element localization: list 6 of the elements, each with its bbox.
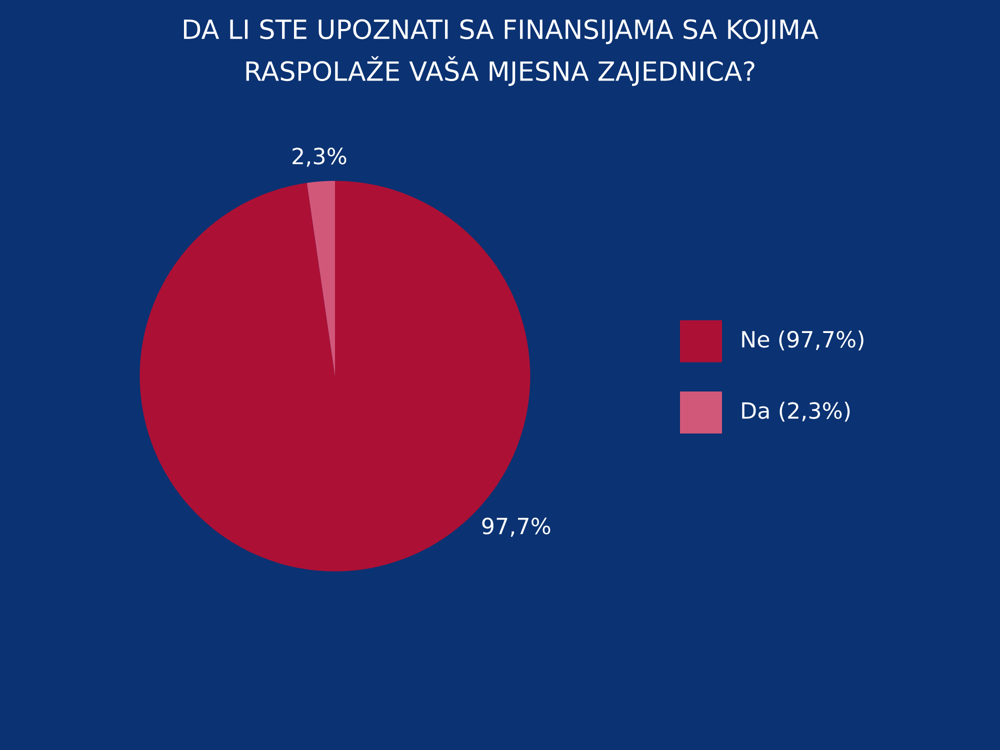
- chart-title: DA LI STE UPOZNATI SA FINANSIJAMA SA KOJIMA RASPOLAŽE VAŠA MJESNA ZAJEDNICA?: [184, 19, 818, 86]
- pie-slice: [306, 180, 335, 376]
- legend-label: Da (2,3%): [742, 402, 850, 422]
- legend-label: Ne (97,7%): [742, 330, 864, 350]
- data-label: 97,7%: [482, 518, 550, 537]
- data-label: 2,3%: [292, 148, 346, 167]
